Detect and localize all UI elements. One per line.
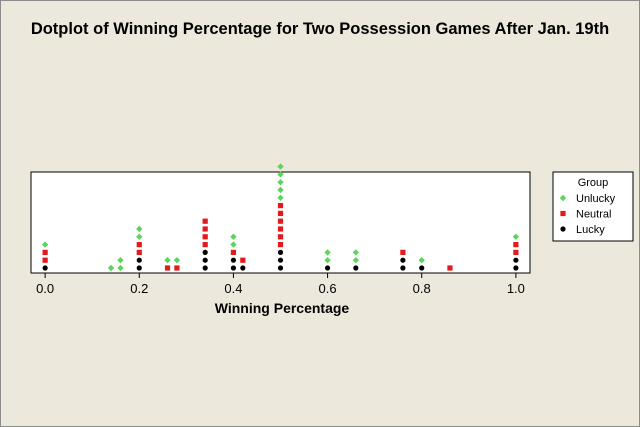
dot-unlucky — [277, 179, 284, 186]
dot-unlucky — [117, 264, 124, 272]
dot-unlucky — [173, 257, 181, 264]
dot-neutral — [136, 249, 142, 255]
dot-unlucky — [41, 241, 49, 248]
dot-neutral — [164, 265, 171, 271]
dot-neutral — [277, 242, 284, 248]
dot-unlucky — [164, 257, 171, 264]
x-tick-label: 0.4 — [224, 281, 242, 296]
dot-lucky — [230, 265, 237, 271]
legend-marker-lucky — [560, 226, 566, 232]
dot-lucky — [513, 257, 519, 263]
dot-neutral — [513, 249, 519, 255]
x-tick-label: 0.6 — [319, 281, 337, 296]
dot-lucky — [240, 265, 246, 271]
dot-lucky — [400, 265, 406, 271]
dot-neutral — [202, 234, 208, 240]
x-axis: 0.0 0.2 0.4 0.6 0.8 1.0 — [36, 273, 525, 296]
legend-box — [552, 171, 634, 242]
legend-marker-unlucky — [559, 194, 567, 202]
dot-lucky — [277, 249, 284, 255]
x-tick-label: 0.0 — [36, 281, 54, 296]
x-tick-label: 1.0 — [507, 281, 525, 296]
dot-lucky — [353, 265, 359, 271]
dot-neutral — [447, 265, 453, 271]
dot-unlucky — [352, 257, 360, 264]
legend-label-unlucky: Unlucky — [576, 193, 616, 205]
dot-neutral — [202, 242, 208, 248]
chart-title: Dotplot of Winning Percentage for Two Po… — [30, 20, 610, 38]
legend-marker-neutral — [560, 210, 566, 217]
dot-lucky — [419, 265, 425, 271]
dot-unlucky — [230, 233, 237, 240]
dot-lucky — [230, 257, 237, 263]
dot-unlucky — [324, 249, 331, 256]
dot-unlucky — [136, 233, 143, 240]
dot-lucky — [277, 257, 284, 263]
dot-neutral — [400, 249, 406, 255]
dot-neutral — [202, 226, 208, 232]
dot-lucky — [136, 265, 142, 271]
dot-neutral — [174, 265, 180, 271]
dot-neutral — [277, 218, 284, 224]
dot-unlucky — [277, 171, 284, 178]
dot-neutral — [42, 249, 48, 255]
dot-neutral — [230, 249, 237, 255]
dot-neutral — [277, 210, 284, 216]
dot-neutral — [277, 226, 284, 232]
dot-lucky — [513, 265, 519, 271]
dot-lucky — [277, 265, 284, 271]
x-tick-label: 0.8 — [413, 281, 431, 296]
dot-lucky — [202, 257, 208, 263]
dot-unlucky — [277, 163, 284, 170]
dot-neutral — [277, 234, 284, 240]
legend: Group Unlucky Neutral Lucky — [552, 171, 634, 242]
x-tick-label: 0.2 — [130, 281, 148, 296]
dot-neutral — [240, 257, 246, 263]
dot-unlucky — [418, 257, 425, 264]
dot-unlucky — [512, 233, 520, 240]
dot-lucky — [136, 257, 142, 263]
dot-unlucky — [107, 264, 115, 272]
dot-unlucky — [230, 241, 237, 248]
dot-unlucky — [324, 257, 331, 264]
dot-neutral — [202, 218, 208, 224]
dot-neutral — [513, 242, 519, 248]
dot-layer — [41, 163, 520, 272]
dot-lucky — [202, 249, 208, 255]
dot-unlucky — [277, 186, 284, 194]
dot-unlucky — [136, 225, 143, 233]
dot-unlucky — [352, 249, 360, 256]
dot-unlucky — [277, 194, 284, 201]
dot-lucky — [202, 265, 208, 271]
dot-unlucky — [117, 257, 124, 264]
legend-label-neutral: Neutral — [576, 209, 611, 221]
dot-lucky — [324, 265, 331, 271]
dot-lucky — [42, 265, 48, 271]
x-axis-title: Winning Percentage — [215, 300, 350, 316]
legend-label-lucky: Lucky — [576, 224, 605, 236]
dot-neutral — [42, 257, 48, 263]
dot-neutral — [136, 242, 142, 248]
dot-lucky — [400, 257, 406, 263]
dot-neutral — [277, 203, 284, 209]
legend-title: Group — [578, 177, 609, 189]
